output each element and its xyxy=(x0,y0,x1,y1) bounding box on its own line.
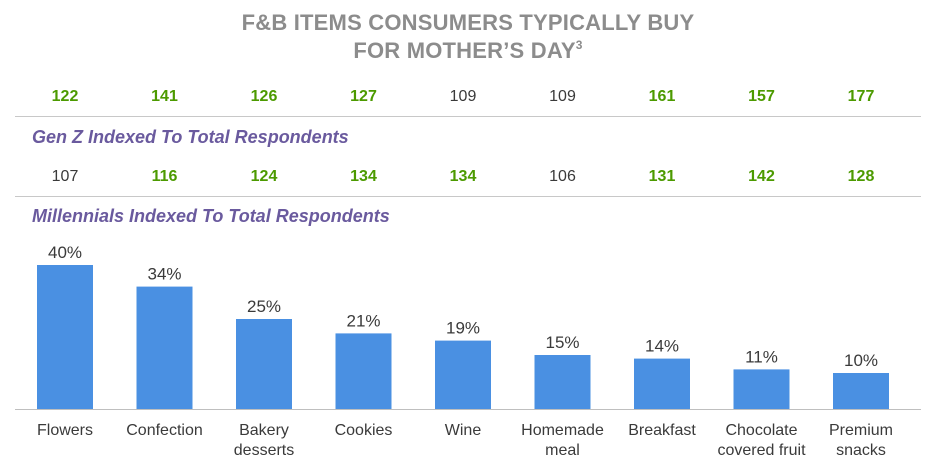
bar-value-label: 34% xyxy=(147,265,181,284)
millennials-index-value: 128 xyxy=(847,168,875,185)
millennials-index-row: 107 116 124 134 134 106 131 142 128 xyxy=(0,168,936,192)
millennials-index-value: 107 xyxy=(51,168,79,185)
bar xyxy=(335,333,392,409)
category-tick-label: desserts xyxy=(234,442,294,459)
category-tick-label: Bakery xyxy=(239,422,289,439)
bar xyxy=(733,369,790,409)
footnote-marker: 3 xyxy=(575,38,583,52)
category-tick-label: snacks xyxy=(836,442,886,459)
divider-millennials xyxy=(15,196,921,197)
bar xyxy=(136,286,193,409)
bar-value-label: 15% xyxy=(545,333,579,352)
category-tick-label: Chocolate xyxy=(725,422,797,439)
chart-title-line2-text: FOR MOTHER’S DAY xyxy=(353,38,576,63)
bar-value-label: 14% xyxy=(645,337,679,356)
millennials-index-value: 106 xyxy=(549,168,576,185)
genz-index-row: 122 141 126 127 109 109 161 157 177 xyxy=(0,88,936,112)
genz-index-value: 126 xyxy=(250,88,278,105)
millennials-index-value: 142 xyxy=(748,168,775,185)
category-tick-label: Cookies xyxy=(335,422,393,439)
millennials-index-value: 131 xyxy=(648,168,676,185)
genz-index-value: 161 xyxy=(648,88,676,105)
genz-index-value: 177 xyxy=(847,88,875,105)
bar xyxy=(534,355,591,409)
bar xyxy=(37,265,93,409)
chart-title-line2: FOR MOTHER’S DAY3 xyxy=(0,38,936,64)
bar-value-label: 40% xyxy=(48,243,82,262)
category-tick-label: meal xyxy=(545,442,580,459)
category-tick-label: Wine xyxy=(445,422,482,439)
bar-value-label: 25% xyxy=(247,297,281,316)
bar-value-label: 21% xyxy=(346,311,380,330)
genz-index-value: 127 xyxy=(350,88,377,105)
genz-index-value: 122 xyxy=(51,88,79,105)
millennials-index-value: 134 xyxy=(350,168,377,185)
category-tick-label: covered fruit xyxy=(717,442,806,459)
category-tick-label: Homemade xyxy=(521,422,604,439)
millennials-index-value: 124 xyxy=(250,168,278,185)
category-tick-label: Premium xyxy=(829,422,893,439)
bar xyxy=(236,319,292,409)
genz-row-label: Gen Z Indexed To Total Respondents xyxy=(32,127,349,147)
genz-index-value: 141 xyxy=(151,88,178,105)
bar xyxy=(435,340,491,409)
category-tick-label: Breakfast xyxy=(628,422,696,439)
category-tick-label: Confection xyxy=(126,422,203,439)
millennials-row-label: Millennials Indexed To Total Respondents xyxy=(32,206,390,226)
bar xyxy=(634,358,690,409)
chart-title-line1: F&B ITEMS CONSUMERS TYPICALLY BUY xyxy=(241,10,695,35)
divider-genz xyxy=(15,116,921,117)
genz-index-value: 109 xyxy=(449,88,477,105)
millennials-index-value: 134 xyxy=(449,168,477,185)
genz-index-value: 109 xyxy=(549,88,576,105)
millennials-index-value: 116 xyxy=(151,168,178,185)
genz-index-value: 157 xyxy=(748,88,775,105)
bar-value-label: 11% xyxy=(745,347,778,366)
bar xyxy=(833,373,889,409)
bar-value-label: 10% xyxy=(844,351,878,370)
category-tick-label: Flowers xyxy=(37,422,93,439)
bar-value-label: 19% xyxy=(446,319,480,338)
